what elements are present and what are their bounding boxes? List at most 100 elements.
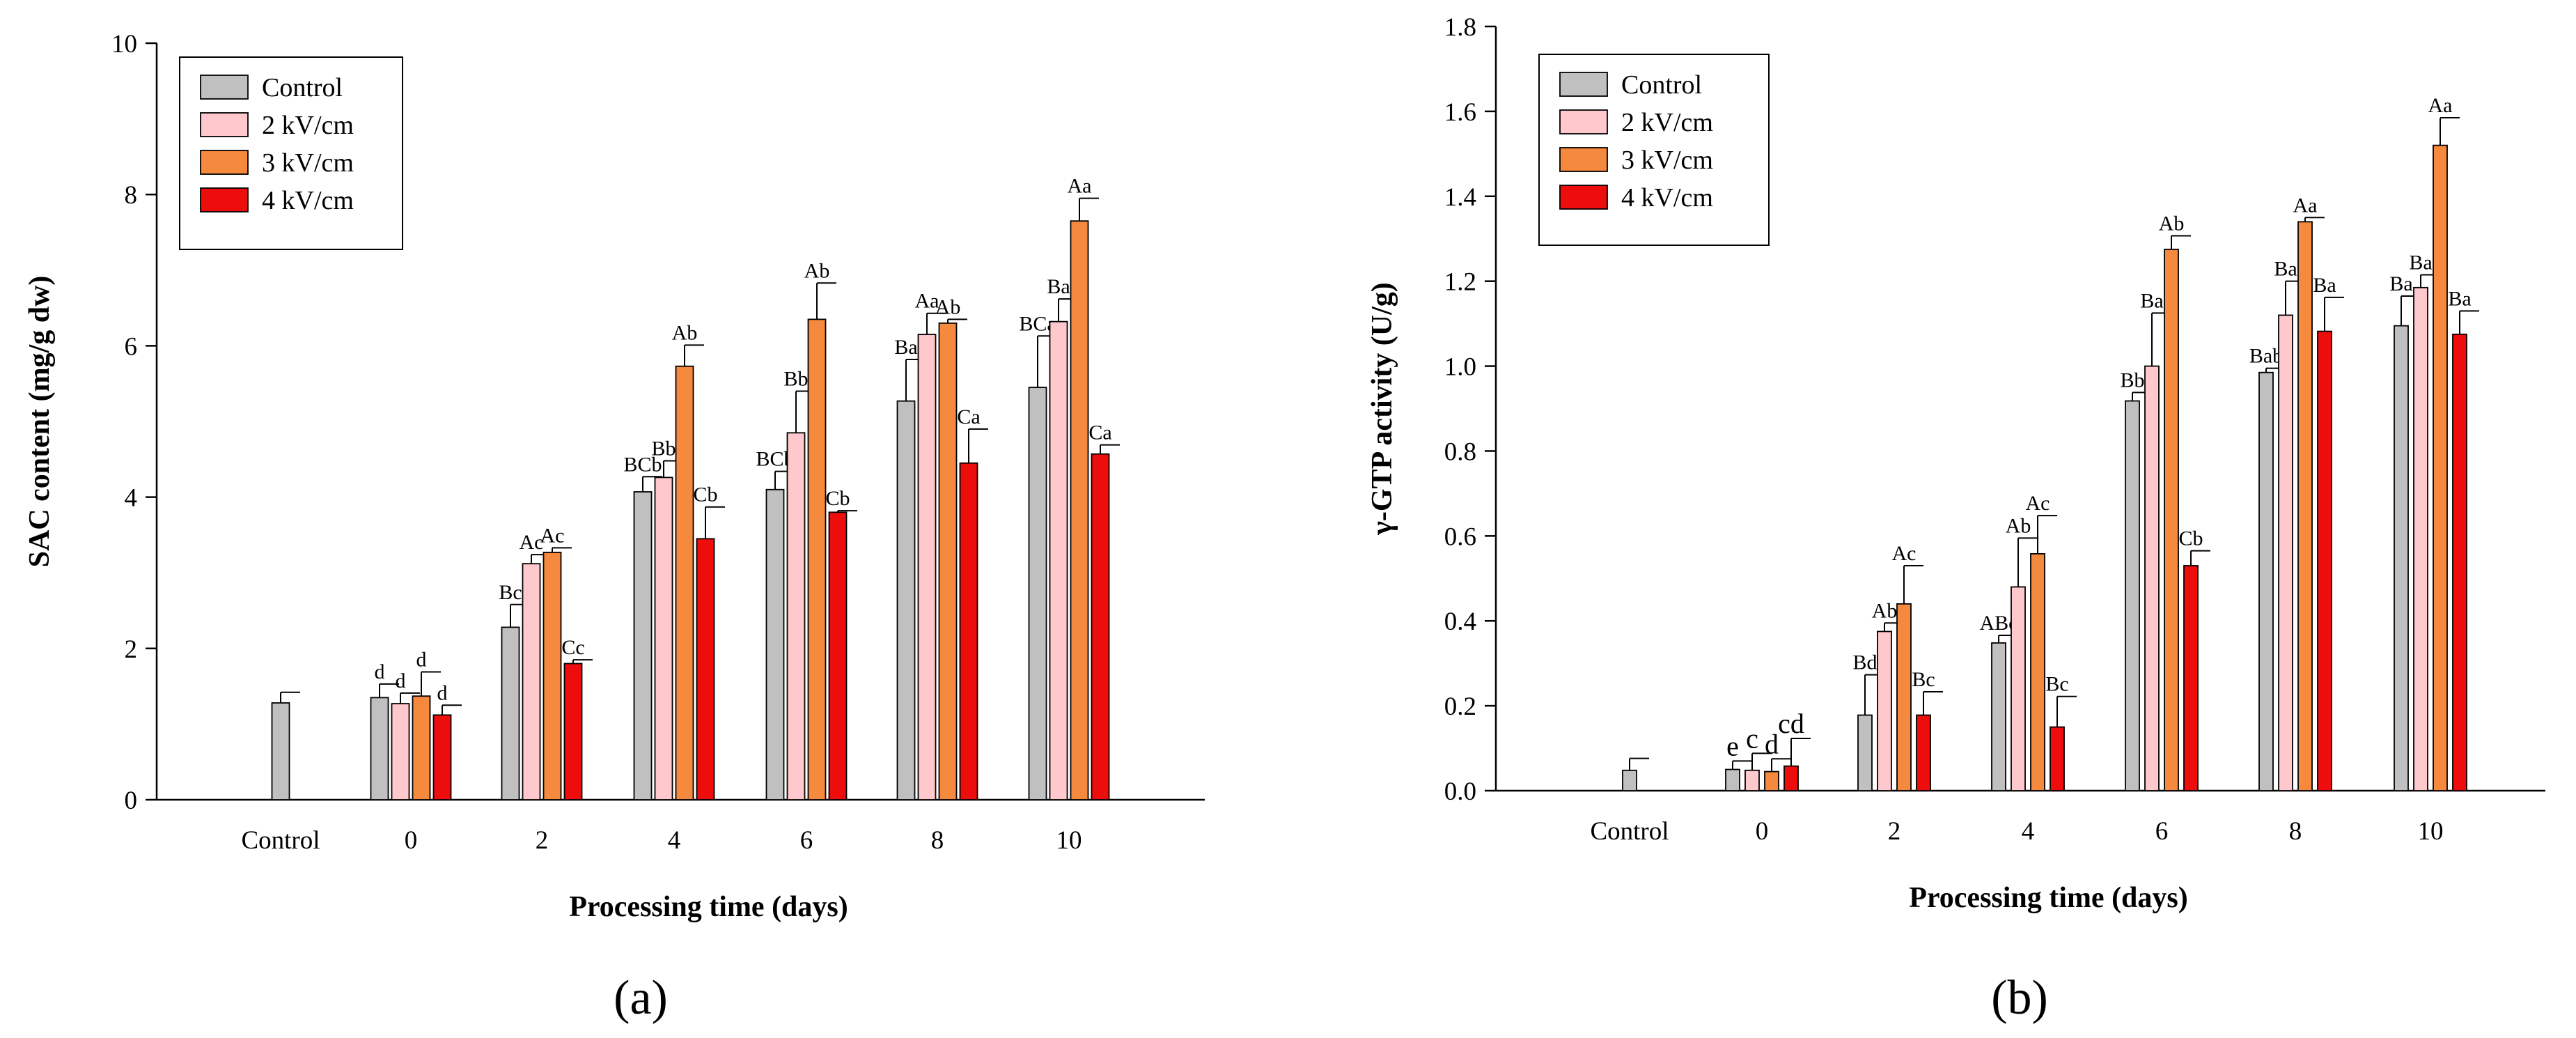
legend-swatch: [1559, 185, 1608, 210]
bar: [938, 322, 958, 800]
y-tick-label: 6: [125, 332, 138, 361]
bar: [1783, 765, 1799, 791]
x-tick-label: 6: [2155, 817, 2169, 846]
legend-swatch: [1559, 72, 1608, 97]
significance-label: Aa: [2293, 194, 2318, 217]
x-tick-label: Control: [1590, 817, 1669, 846]
bar: [1725, 768, 1740, 791]
y-axis-title: SAC content (mg/g dw): [24, 276, 56, 568]
significance-label: Ac: [2026, 492, 2050, 515]
significance-label: Ba: [2448, 287, 2471, 310]
significance-label: BCb: [623, 453, 662, 476]
legend-swatch: [1559, 109, 1608, 134]
bar: [959, 462, 978, 800]
significance-label: Bc: [499, 581, 522, 604]
bar: [271, 702, 290, 800]
significance-label: Bb: [2120, 369, 2144, 392]
bar: [2452, 333, 2467, 791]
significance-label: Ab: [2159, 212, 2185, 235]
bar: [2050, 726, 2065, 791]
significance-label: Aa: [1068, 175, 1092, 198]
legend-label: Control: [1621, 70, 1702, 100]
significance-label: d: [396, 669, 406, 692]
bar: [1049, 320, 1068, 800]
significance-label: Bc: [2045, 673, 2068, 696]
significance-label: Ab: [935, 295, 961, 318]
y-tick-label: 1.0: [1444, 353, 1476, 382]
bar: [2144, 365, 2160, 791]
y-tick-label: 2: [125, 635, 138, 664]
x-tick-label: 0: [405, 826, 418, 855]
bar: [1991, 642, 2006, 791]
bar: [1916, 714, 1931, 791]
significance-label: Ba: [2313, 274, 2336, 297]
y-tick-label: 8: [125, 181, 138, 210]
significance-label: Bd: [1852, 651, 1877, 674]
x-tick-label: 0: [1756, 817, 1769, 846]
bar: [1857, 714, 1873, 791]
y-axis-title: γ-GTP activity (U/g): [1366, 282, 1398, 536]
significance-label: Bab: [2249, 345, 2283, 368]
bar: [412, 695, 431, 800]
significance-label: Cb: [2178, 527, 2203, 550]
x-tick-label: 2: [1888, 817, 1901, 846]
bar: [633, 491, 653, 800]
significance-label: Ca: [1088, 421, 1111, 444]
significance-label: Ac: [1892, 542, 1917, 565]
bar: [696, 538, 715, 800]
bar: [896, 400, 916, 800]
x-tick-label: Control: [241, 826, 320, 855]
bar: [2413, 286, 2428, 791]
significance-label: c: [1746, 722, 1758, 754]
x-tick-label: 10: [2418, 817, 2444, 846]
legend-swatch: [200, 112, 249, 137]
bar: [786, 432, 806, 800]
bar: [1622, 769, 1637, 791]
significance-label: Ba: [2389, 272, 2412, 295]
legend-label: 4 kV/cm: [1621, 183, 1713, 212]
y-tick-label: 4: [125, 484, 138, 513]
significance-label: Ba: [2140, 289, 2163, 312]
bar: [2297, 221, 2313, 791]
x-tick-label: 4: [668, 826, 681, 855]
bar: [675, 365, 694, 800]
significance-label: Cb: [825, 487, 850, 510]
significance-label: d: [437, 681, 448, 704]
bar: [1028, 387, 1047, 800]
legend-label: 2 kV/cm: [262, 111, 354, 140]
bar: [828, 511, 848, 800]
x-tick-label: 8: [931, 826, 944, 855]
significance-label: Ac: [540, 524, 565, 547]
y-tick-label: 0.4: [1444, 607, 1476, 636]
bar: [563, 663, 583, 800]
bar: [2164, 249, 2179, 791]
bar: [2258, 371, 2274, 791]
bar: [1070, 220, 1089, 800]
bar: [2183, 565, 2199, 791]
legend-label: 2 kV/cm: [1621, 108, 1713, 137]
x-tick-label: 10: [1056, 826, 1082, 855]
legend-swatch: [200, 150, 249, 175]
significance-label: Ac: [520, 531, 544, 554]
significance-label: Ba: [2409, 251, 2432, 274]
legend-swatch: [200, 187, 249, 212]
bar: [432, 714, 452, 800]
significance-label: Aa: [915, 290, 939, 313]
panel-label: (b): [1991, 971, 2048, 1025]
bar: [917, 334, 937, 800]
x-tick-label: 2: [536, 826, 549, 855]
bar: [1896, 603, 1912, 791]
bar: [2433, 144, 2448, 791]
bar: [1091, 453, 1110, 800]
significance-label: Bb: [651, 437, 676, 460]
x-tick-label: 4: [2022, 817, 2035, 846]
y-tick-label: 1.4: [1444, 183, 1476, 212]
significance-label: Ba: [2274, 258, 2297, 281]
bar: [2030, 553, 2045, 791]
x-tick-label: 8: [2289, 817, 2302, 846]
panel-b-chart: 0.0 0.2 0.4 0.6 0.8 1.0 1.2 1.4 1.6 1.8 Control 0 2 4…: [1366, 13, 2545, 1025]
significance-label: Aa: [2428, 94, 2453, 117]
legend-label: 3 kV/cm: [262, 148, 354, 178]
y-tick-label: 0: [125, 787, 138, 815]
